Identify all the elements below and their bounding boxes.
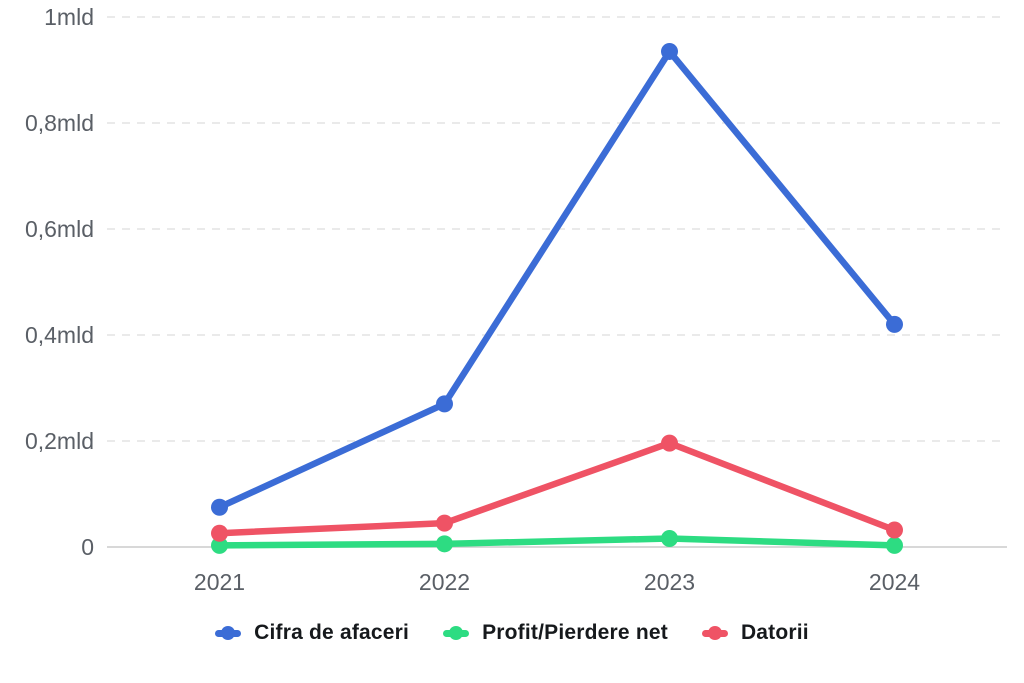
- x-axis-tick-labels: 2021 2022 2023 2024: [194, 569, 920, 595]
- series-line-1: [216, 48, 898, 511]
- x-tick-label: 2022: [419, 569, 470, 595]
- data-point[interactable]: [211, 498, 228, 516]
- legend-label: Cifra de afaceri: [254, 621, 410, 644]
- data-point[interactable]: [661, 42, 678, 60]
- legend-label: Datorii: [740, 621, 809, 644]
- legend-item-profit-pierdere-net[interactable]: Profit/Pierdere net: [443, 621, 668, 645]
- legend-label: Profit/Pierdere net: [482, 621, 668, 644]
- series-line-2: [216, 535, 898, 549]
- data-point[interactable]: [886, 521, 903, 539]
- x-tick-label: 2021: [194, 569, 245, 595]
- x-tick-label: 2023: [644, 569, 695, 595]
- data-point[interactable]: [886, 315, 903, 333]
- y-tick-label: 0: [81, 534, 94, 560]
- y-tick-label: 0,2mld: [25, 428, 94, 454]
- y-tick-label: 0,6mld: [25, 216, 94, 242]
- data-point[interactable]: [436, 514, 453, 532]
- y-tick-label: 0,4mld: [25, 322, 94, 348]
- legend-marker-icon: [443, 626, 470, 640]
- data-point[interactable]: [661, 434, 678, 452]
- data-point[interactable]: [661, 530, 678, 548]
- data-point[interactable]: [436, 395, 453, 413]
- x-tick-label: 2024: [869, 569, 920, 595]
- y-tick-label: 0,8mld: [25, 110, 94, 136]
- data-point[interactable]: [211, 524, 228, 542]
- legend-item-cifra-de-afaceri[interactable]: Cifra de afaceri: [215, 621, 409, 645]
- legend-marker-icon: [215, 626, 242, 640]
- y-tick-label: 1mld: [44, 4, 94, 30]
- data-point[interactable]: [211, 536, 228, 554]
- legend-item-datorii[interactable]: Datorii: [701, 621, 809, 645]
- legend: Cifra de afaceri Profit/Pierdere net Dat…: [0, 621, 1024, 645]
- y-axis-tick-labels: 0 0,2mld 0,4mld 0,6mld 0,8mld 1mld: [25, 4, 94, 560]
- gridlines: [107, 16, 1007, 548]
- series-line-3: [216, 439, 898, 537]
- data-point[interactable]: [436, 535, 453, 553]
- data-point[interactable]: [886, 536, 903, 554]
- legend-marker-icon: [701, 626, 728, 640]
- series-group: [211, 42, 903, 554]
